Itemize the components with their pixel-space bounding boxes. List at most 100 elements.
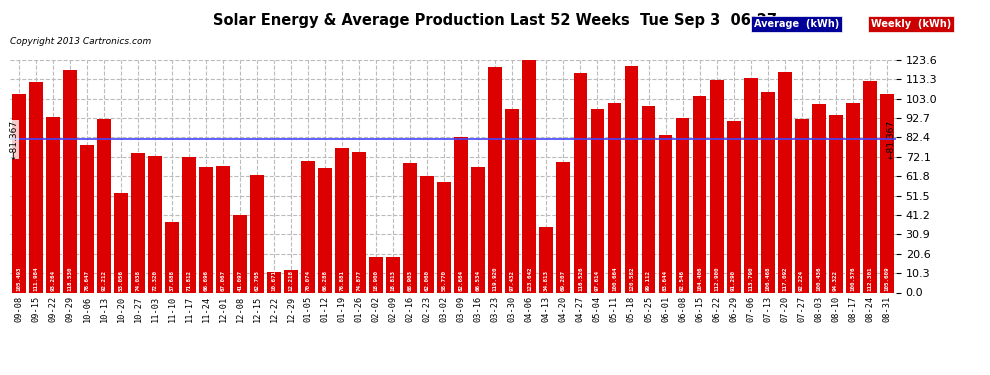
Bar <box>488 67 502 292</box>
Text: 82.684: 82.684 <box>459 270 464 291</box>
Bar <box>199 167 213 292</box>
Text: 117.092: 117.092 <box>782 266 787 291</box>
Text: 120.582: 120.582 <box>629 266 634 291</box>
Text: 12.218: 12.218 <box>289 270 294 291</box>
Bar <box>812 104 826 292</box>
Text: 112.900: 112.900 <box>714 266 719 291</box>
Text: 66.288: 66.288 <box>323 270 328 291</box>
Text: 92.224: 92.224 <box>799 270 804 291</box>
Text: 106.468: 106.468 <box>765 266 770 291</box>
Bar <box>608 103 622 292</box>
Text: 97.614: 97.614 <box>595 270 600 291</box>
Bar <box>540 227 553 292</box>
Bar <box>319 168 333 292</box>
Bar <box>743 78 757 292</box>
Bar <box>642 106 655 292</box>
Bar <box>523 60 537 292</box>
Text: Copyright 2013 Cartronics.com: Copyright 2013 Cartronics.com <box>10 38 151 46</box>
Bar <box>250 174 264 292</box>
Bar <box>727 121 741 292</box>
Text: 53.056: 53.056 <box>119 270 124 291</box>
Bar <box>760 92 774 292</box>
Bar <box>386 257 400 292</box>
Text: ←81.367: ←81.367 <box>10 120 19 159</box>
Bar <box>47 117 60 292</box>
Text: 97.432: 97.432 <box>510 270 515 291</box>
Bar <box>148 156 162 292</box>
Text: 72.320: 72.320 <box>152 270 157 291</box>
Bar <box>862 81 876 292</box>
Text: 34.813: 34.813 <box>544 270 549 291</box>
Text: 100.436: 100.436 <box>816 266 821 291</box>
Text: 105.493: 105.493 <box>17 266 22 291</box>
Text: 113.790: 113.790 <box>748 266 753 291</box>
Text: 18.813: 18.813 <box>391 270 396 291</box>
Bar <box>165 222 179 292</box>
Bar <box>421 176 435 292</box>
Bar <box>438 182 451 292</box>
Bar <box>217 166 231 292</box>
Text: 104.406: 104.406 <box>697 266 702 291</box>
Text: 105.609: 105.609 <box>884 266 889 291</box>
Text: Weekly  (kWh): Weekly (kWh) <box>870 20 951 29</box>
Text: 71.812: 71.812 <box>187 270 192 291</box>
Bar <box>471 167 485 292</box>
Text: 62.705: 62.705 <box>254 270 259 291</box>
Bar <box>590 109 605 292</box>
Text: 100.576: 100.576 <box>850 266 855 291</box>
Text: Solar Energy & Average Production Last 52 Weeks  Tue Sep 3  06:27: Solar Energy & Average Production Last 5… <box>213 13 777 28</box>
Text: 66.696: 66.696 <box>204 270 209 291</box>
Text: 100.664: 100.664 <box>612 266 617 291</box>
Text: 78.647: 78.647 <box>85 270 90 291</box>
Bar <box>80 144 94 292</box>
Text: 94.322: 94.322 <box>833 270 839 291</box>
Text: 92.212: 92.212 <box>102 270 107 291</box>
Bar <box>369 257 383 292</box>
Bar <box>693 96 707 292</box>
Text: 68.903: 68.903 <box>408 270 413 291</box>
Text: 37.688: 37.688 <box>170 270 175 291</box>
Bar <box>506 109 520 292</box>
Bar <box>12 94 26 292</box>
Text: 18.900: 18.900 <box>374 270 379 291</box>
Text: 93.264: 93.264 <box>50 270 55 291</box>
Text: 58.770: 58.770 <box>442 270 446 291</box>
Bar <box>132 153 146 292</box>
Text: 69.207: 69.207 <box>561 270 566 291</box>
Bar <box>710 80 724 292</box>
Text: 118.530: 118.530 <box>67 266 73 291</box>
Bar <box>336 148 349 292</box>
Bar <box>573 73 587 292</box>
Bar <box>880 94 894 292</box>
Bar <box>454 137 468 292</box>
Text: 76.881: 76.881 <box>340 270 345 291</box>
Bar <box>97 119 111 292</box>
Text: 70.074: 70.074 <box>306 270 311 291</box>
Text: 99.112: 99.112 <box>646 270 651 291</box>
Bar <box>30 82 44 292</box>
Bar <box>675 118 689 292</box>
Text: Average  (kWh): Average (kWh) <box>754 20 840 29</box>
Bar <box>352 152 366 292</box>
Bar <box>795 119 809 292</box>
Bar <box>114 193 129 292</box>
Bar <box>267 272 281 292</box>
Text: 123.642: 123.642 <box>527 266 532 291</box>
Text: 112.301: 112.301 <box>867 266 872 291</box>
Bar <box>284 270 298 292</box>
Text: 91.290: 91.290 <box>731 270 736 291</box>
Bar <box>777 72 792 292</box>
Text: 67.067: 67.067 <box>221 270 226 291</box>
Text: 119.920: 119.920 <box>493 266 498 291</box>
Text: 41.097: 41.097 <box>238 270 243 291</box>
Bar <box>556 162 570 292</box>
Text: 74.877: 74.877 <box>356 270 362 291</box>
Text: 111.984: 111.984 <box>34 266 39 291</box>
Text: 116.526: 116.526 <box>578 266 583 291</box>
Bar <box>234 215 248 292</box>
Bar <box>404 163 418 292</box>
Bar <box>182 158 196 292</box>
Text: ←81.367: ←81.367 <box>887 120 896 159</box>
Text: 92.546: 92.546 <box>680 270 685 291</box>
Bar <box>658 135 672 292</box>
